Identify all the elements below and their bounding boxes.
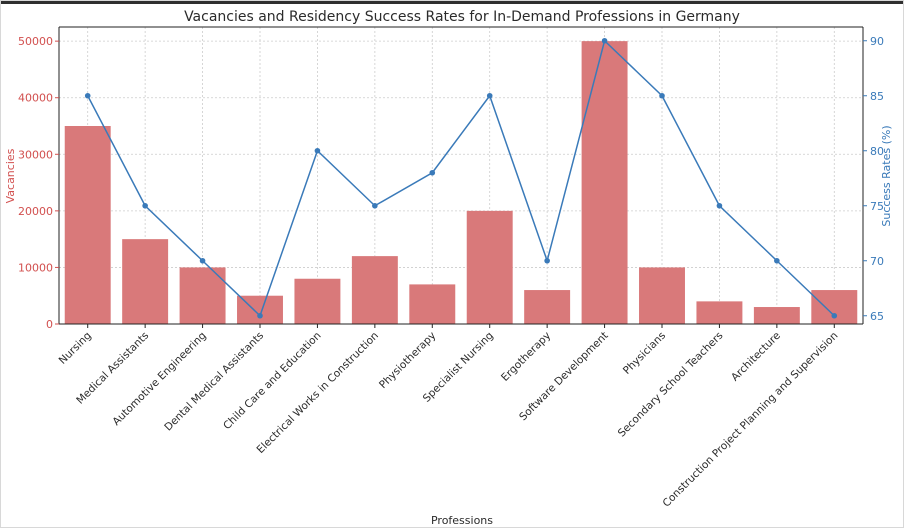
bar-8 <box>524 290 571 324</box>
bar-9 <box>581 41 628 325</box>
y-tick-label-left-3: 30000 <box>18 148 53 161</box>
x-tick-label-3: Dental Medical Assistants <box>162 330 266 434</box>
y-tick-label-left-4: 40000 <box>18 92 53 105</box>
y-tick-label-right-1: 70 <box>870 255 884 268</box>
success-rate-point-0 <box>84 92 91 99</box>
bar-10 <box>639 267 685 324</box>
axes-layer <box>58 26 864 325</box>
bar-2 <box>179 267 226 324</box>
y-tick-label-right-2: 75 <box>870 200 884 213</box>
y-tick-label-left-0: 0 <box>46 318 53 331</box>
success-rate-point-13 <box>831 312 838 319</box>
bar-1 <box>122 239 169 324</box>
bar-0 <box>64 126 111 324</box>
y-tick-label-left-2: 20000 <box>18 205 53 218</box>
success-rate-point-9 <box>601 37 608 44</box>
success-rate-point-10 <box>659 92 665 99</box>
y-tick-label-right-4: 85 <box>870 90 884 103</box>
success-rate-point-2 <box>199 257 206 264</box>
success-rate-point-7 <box>486 92 493 99</box>
bar-7 <box>466 210 513 324</box>
bar-6 <box>409 284 456 324</box>
success-rate-point-4 <box>314 147 321 154</box>
window-top-bar <box>0 0 904 4</box>
success-rate-line <box>87 39 835 318</box>
x-tick-label-11: Secondary School Teachers <box>616 330 726 440</box>
y-axis-label-left: Vacancies <box>4 148 17 203</box>
y-axis-label-right: Success Rates (%) <box>880 125 893 226</box>
success-rate-point-1 <box>142 202 148 209</box>
line-layer <box>84 37 838 319</box>
success-rate-point-12 <box>774 257 780 264</box>
y-tick-label-left-5: 50000 <box>18 35 53 48</box>
bar-5 <box>351 256 398 324</box>
x-axis-label: Professions <box>431 514 493 527</box>
success-rate-point-6 <box>429 169 436 176</box>
x-tick-label-4: Child Care and Education <box>221 330 323 432</box>
x-tick-label-0: Nursing <box>57 330 94 367</box>
y-tick-label-left-1: 10000 <box>18 261 53 274</box>
y-tick-label-right-5: 90 <box>870 35 884 48</box>
bar-4 <box>294 278 341 324</box>
x-tick-label-10: Physicians <box>621 330 668 377</box>
success-rate-point-3 <box>257 312 263 319</box>
bar-layer <box>64 41 858 325</box>
x-tick-label-6: Physiotherapy <box>377 330 438 391</box>
x-tick-label-8: Ergotherapy <box>499 330 553 384</box>
success-rate-point-11 <box>716 202 723 209</box>
bar-12 <box>753 307 800 324</box>
bar-11 <box>696 301 743 324</box>
x-tick-label-2: Automotive Engineering <box>110 330 208 428</box>
chart-title: Vacancies and Residency Success Rates fo… <box>184 9 740 25</box>
x-tick-label-5: Electrical Works in Construction <box>255 330 381 456</box>
x-tick-label-12: Architecture <box>729 330 783 384</box>
bar-13 <box>811 290 858 324</box>
success-rate-point-5 <box>372 202 378 209</box>
y-tick-label-right-0: 65 <box>870 310 884 323</box>
y-tick-label-right-3: 80 <box>870 145 884 158</box>
success-rate-point-8 <box>544 257 550 264</box>
